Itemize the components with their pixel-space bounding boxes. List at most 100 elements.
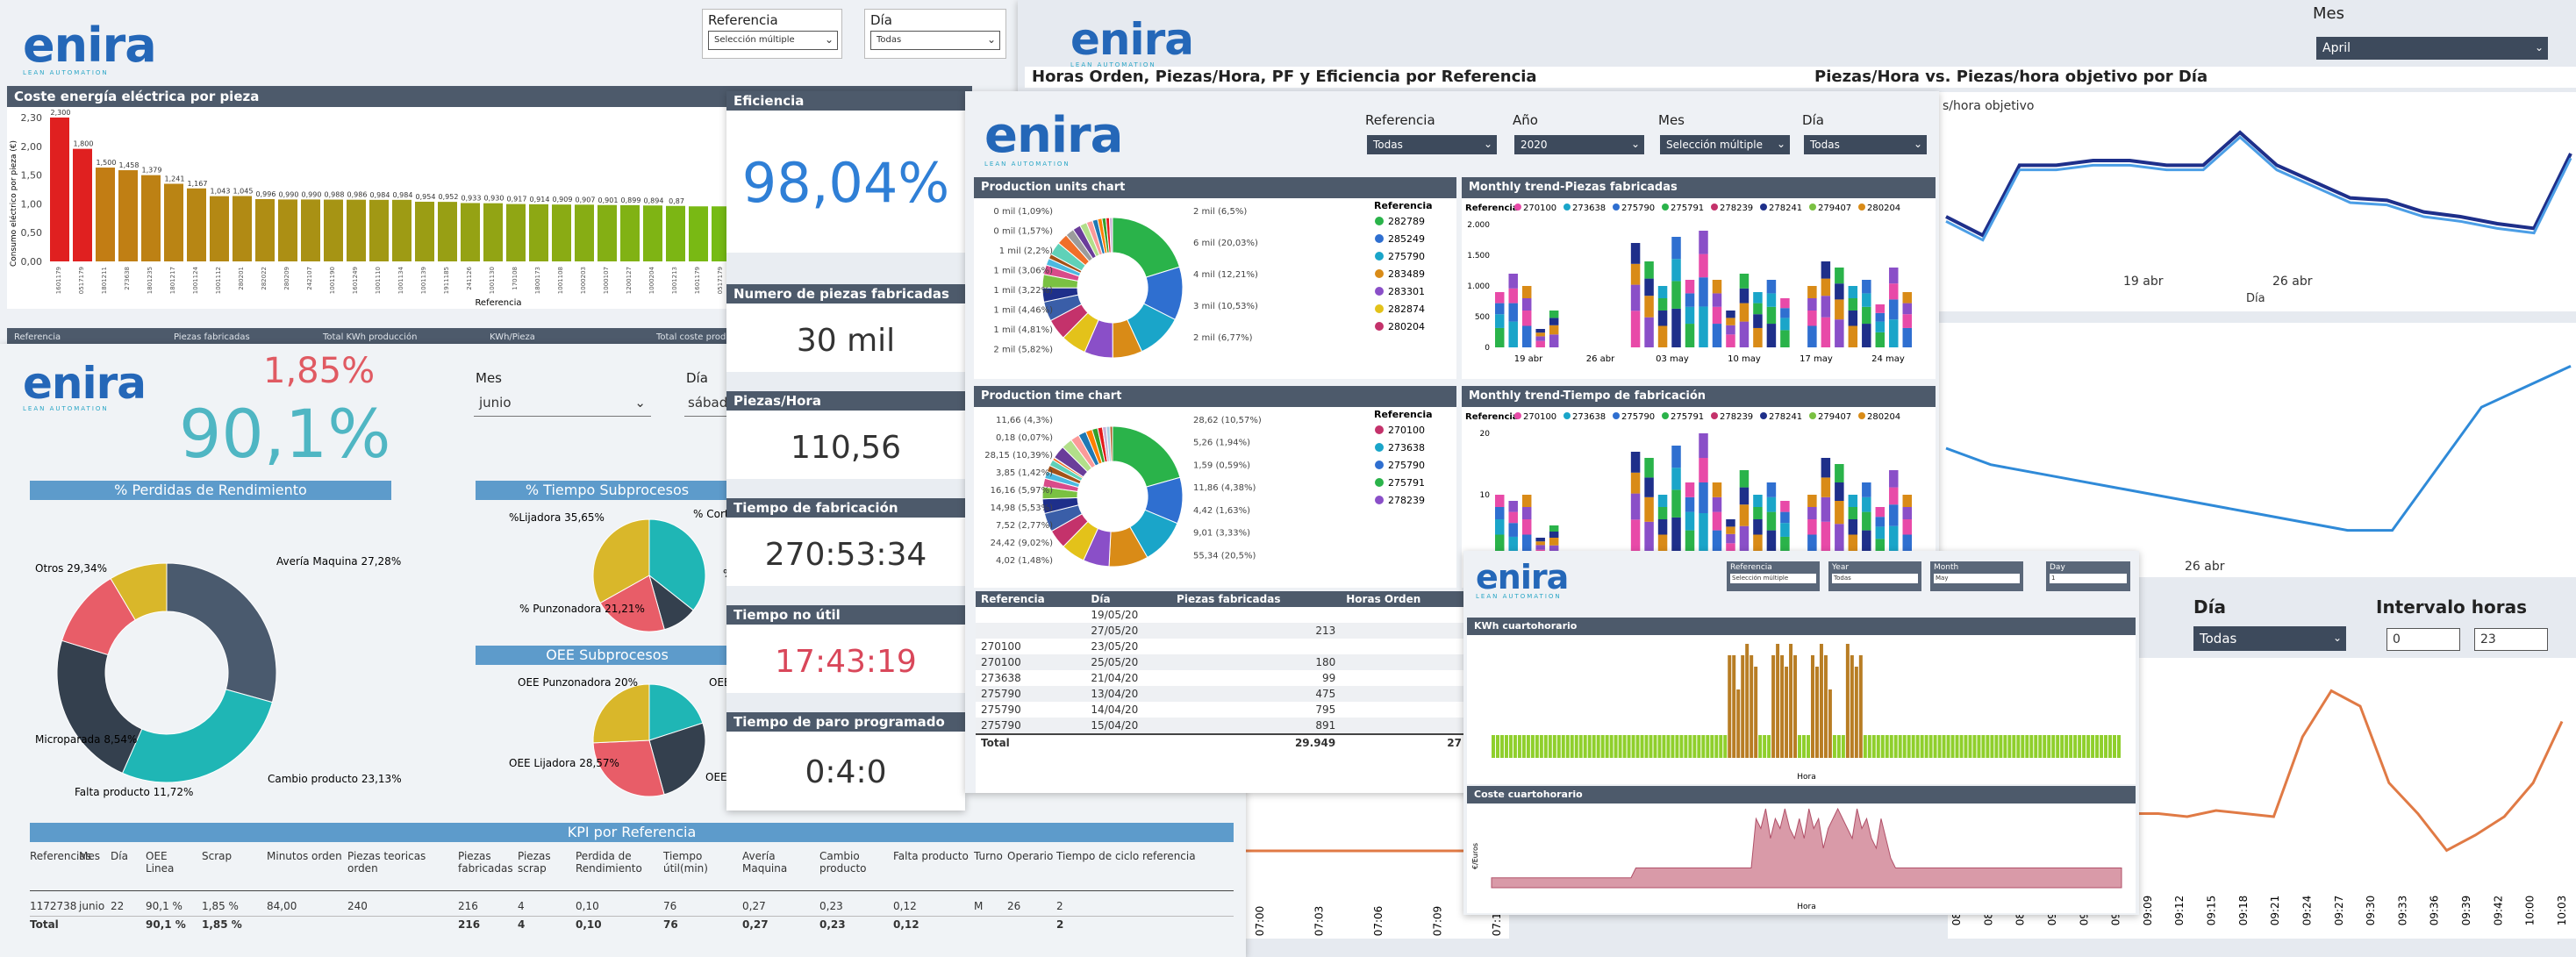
kwh-bar <box>1679 735 1684 758</box>
mes-dropdown[interactable]: junio ⌄ <box>474 395 651 417</box>
energy-value-label: 1,241 <box>165 175 185 183</box>
mt1-legend-dot <box>1563 204 1571 211</box>
table-row[interactable]: 19/05/20 <box>976 607 1467 623</box>
mt1-xtick: 17 may <box>1800 354 1833 364</box>
referencia-dropdown[interactable]: Selección múltiple ⌄ <box>708 31 838 50</box>
table-cell <box>976 607 1085 623</box>
tf-value: 270:53:34 <box>764 537 927 573</box>
table-row[interactable]: 273638 21/04/20 99 <box>976 670 1467 686</box>
mt2-bar <box>1657 507 1668 519</box>
energy-bar <box>164 183 183 261</box>
mt1-legend-item: 270100 <box>1523 204 1556 213</box>
energy-value-label: 1,379 <box>142 167 162 175</box>
kwh-bar <box>2100 735 2104 758</box>
year-dropdown[interactable]: Todas <box>1832 574 1918 583</box>
kwh-bar <box>1924 735 1928 758</box>
table-row[interactable]: 275790 14/04/20 795 <box>976 702 1467 718</box>
table-cell: 14/04/20 <box>1091 703 1139 716</box>
energy-xtick: 280201 <box>238 267 245 290</box>
mes-dropdown[interactable]: April ⌄ <box>2316 37 2548 60</box>
table-row[interactable]: 275790 15/04/20 891 <box>976 718 1467 734</box>
energy-bar <box>620 204 640 261</box>
mt2-legend-dot <box>1858 412 1865 419</box>
month-dropdown[interactable]: May <box>1934 574 2020 583</box>
mt1-bar <box>1549 325 1559 335</box>
piezas-hora-line-chart <box>1945 130 2572 242</box>
energy-value-label: 1,045 <box>233 187 254 195</box>
mt1-bar <box>1644 317 1654 347</box>
kwh-bar <box>1513 735 1517 758</box>
mt2-legend-dot <box>1809 412 1816 419</box>
mt1-legend-title: Referencia <box>1465 204 1519 213</box>
dia-dropdown-right[interactable]: Todas ⌄ <box>2193 626 2346 651</box>
mt1-bar <box>1699 306 1708 347</box>
dia-dropdown[interactable]: Todas ⌄ <box>870 31 1000 50</box>
table-row[interactable]: 270100 23/05/20 <box>976 639 1467 654</box>
mt1-bar <box>1495 292 1505 304</box>
mt1-bar <box>1630 263 1641 285</box>
mes-label: Mes <box>476 370 502 386</box>
mt2-bar <box>1821 496 1831 522</box>
mt1-bar <box>1508 321 1518 347</box>
kpi-cell: 216 <box>458 900 478 912</box>
trend-series-0 <box>1945 364 2572 532</box>
intervalo-to[interactable]: 23 <box>2474 628 2548 651</box>
kwh-bar <box>1972 735 1977 758</box>
dia-dropdown[interactable]: sábad <box>684 395 741 417</box>
table-row[interactable]: 1172738 junio 22 90,1 % 1,85 % 84,00 240 216 4 0,… <box>30 898 1234 917</box>
mt2-bar <box>1521 507 1532 519</box>
mt2-bar <box>1671 517 1681 556</box>
donut-label-cambio: Cambio producto 23,13% <box>268 773 402 785</box>
mt1-bar <box>1521 298 1532 311</box>
kpi-cell: junio <box>79 900 105 912</box>
energy-bar <box>255 198 275 261</box>
kwh-title: KWh cuartohorario <box>1467 618 2136 635</box>
table-row[interactable]: 275790 13/04/20 475 <box>976 686 1467 702</box>
kwh-bar <box>2073 735 2078 758</box>
pu-legend-title: Referencia <box>1374 200 1433 211</box>
kwh-bar <box>1653 735 1657 758</box>
trend-line-svg <box>1945 364 2572 532</box>
table-row[interactable]: 27/05/20 213 <box>976 623 1467 639</box>
mt1-bar <box>1753 303 1763 315</box>
donut-label-falta: Falta producto 11,72% <box>75 786 193 798</box>
referencia-label: Referencia <box>1365 112 1435 128</box>
mt1-bar <box>1630 243 1641 264</box>
mt1-bar <box>1657 286 1668 298</box>
mt2-legend-item: 280204 <box>1867 412 1900 422</box>
mt1-bar <box>1875 321 1885 332</box>
kwh-bar <box>1810 655 1814 758</box>
table-cell <box>1171 639 1341 654</box>
kpi-header-cell: Tiempo útil(min) <box>663 850 708 875</box>
perdidas-donut: Otros 29,34% Avería Maquina 27,28% Cambio … <box>35 555 402 798</box>
pt-data-label: 9,01 (3,33%) <box>1193 529 1250 539</box>
kwh-bar <box>1871 735 1876 758</box>
mes-label: Mes <box>1658 112 1685 128</box>
oee-sub-slice-2 <box>592 739 665 797</box>
hleft-xtick: 07:09 <box>1432 906 1444 937</box>
ref-slicer: Referencia Selección múltiple <box>1727 561 1820 591</box>
card-tiempo-no-util: Tiempo no útil 17:43:19 <box>726 605 965 693</box>
kwh-bar <box>1876 735 1880 758</box>
day-dropdown[interactable]: 1 <box>2050 574 2127 583</box>
table-row[interactable]: 270100 25/05/20 180 <box>976 654 1467 670</box>
mt1-bar <box>1657 298 1668 311</box>
mt1-legend-dot <box>1760 204 1767 211</box>
mes-dropdown[interactable]: Selección múltiple ⌄ <box>1660 135 1790 154</box>
mt2-bar <box>1549 525 1559 532</box>
mt1-bar <box>1780 308 1790 318</box>
pu-title: Production units chart <box>974 177 1456 198</box>
table-cell: 270100 <box>981 640 1021 653</box>
table-total-cell: 27 <box>1447 737 1462 749</box>
table-cell: 795 <box>1315 703 1336 716</box>
col-referencia: Referencia <box>14 332 61 342</box>
ref-dropdown[interactable]: Selección múltiple <box>1730 574 1816 583</box>
mt1-bar <box>1821 317 1831 347</box>
intervalo-from[interactable]: 0 <box>2386 628 2460 651</box>
dia-dropdown[interactable]: Todas ⌄ <box>1804 135 1927 154</box>
mt1-bar <box>1712 306 1722 325</box>
coste-panel: Coste cuartohorario €/Euros Hora <box>1467 786 2136 913</box>
mt2-bar <box>1657 534 1668 556</box>
referencia-dropdown[interactable]: Todas ⌄ <box>1367 135 1497 154</box>
ano-dropdown[interactable]: 2020 ⌄ <box>1514 135 1644 154</box>
